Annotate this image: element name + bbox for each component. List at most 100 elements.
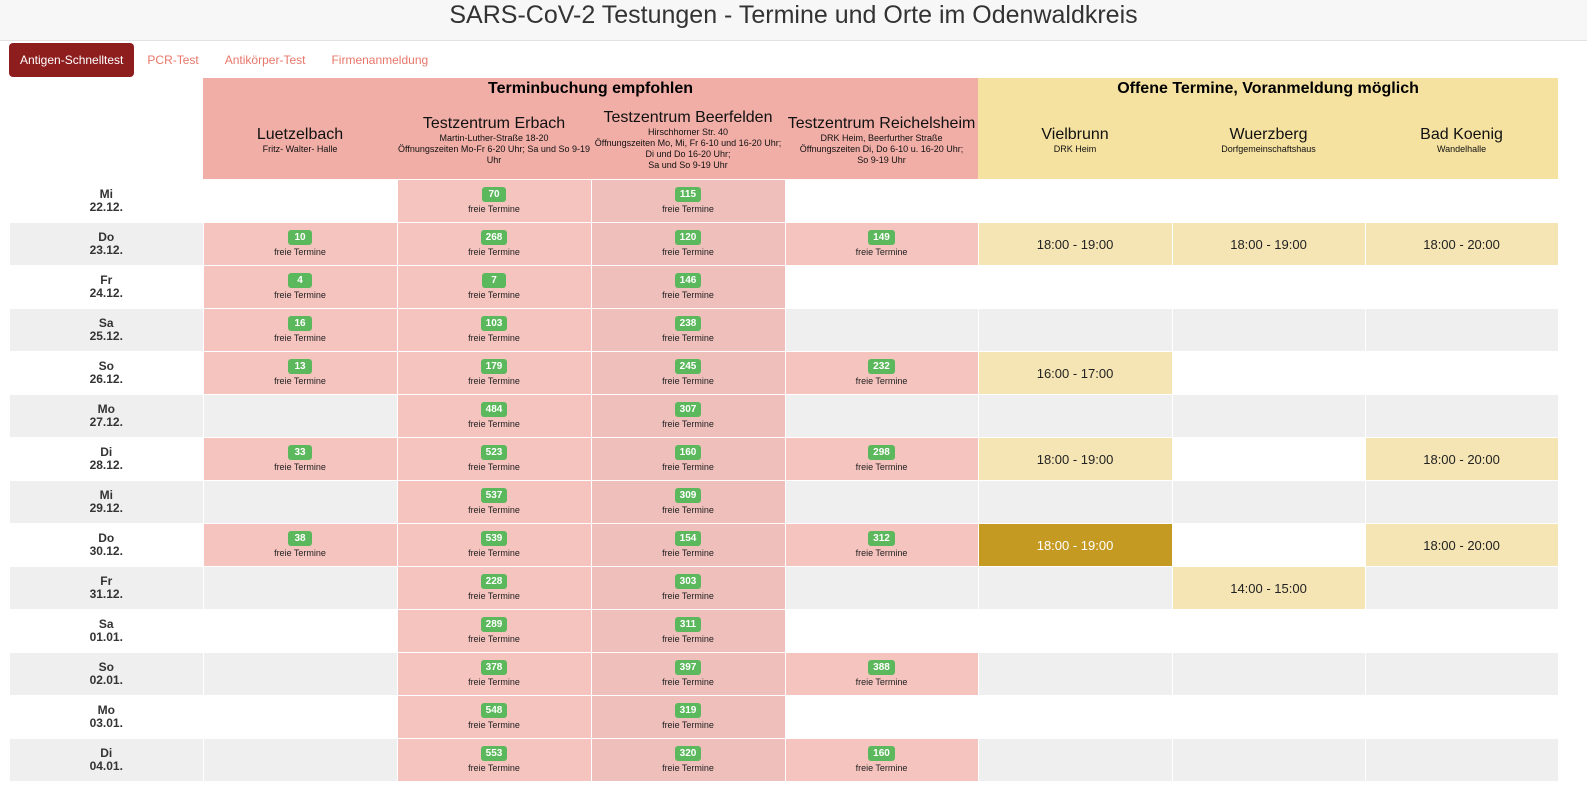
free-slots-cell[interactable]: 179 freie Termine: [397, 351, 592, 395]
free-slots-badge[interactable]: 388: [868, 660, 895, 675]
open-slot-time[interactable]: 18:00 - 19:00: [1036, 451, 1114, 467]
open-slot-cell[interactable]: 18:00 - 19:00: [978, 437, 1173, 481]
free-slots-badge[interactable]: 320: [674, 746, 702, 761]
free-slots-badge[interactable]: 548: [480, 703, 508, 718]
free-slots-badge[interactable]: 10: [288, 230, 312, 245]
free-slots-badge[interactable]: 537: [480, 488, 508, 503]
free-slots-cell[interactable]: 33 freie Termine: [203, 437, 398, 481]
free-slots-badge[interactable]: 311: [674, 617, 702, 632]
free-slots-badge[interactable]: 319: [674, 703, 702, 718]
free-slots-cell[interactable]: 10 freie Termine: [203, 222, 398, 266]
free-slots-cell[interactable]: 289 freie Termine: [397, 609, 592, 653]
free-slots-badge[interactable]: 16: [288, 316, 312, 331]
free-slots-badge[interactable]: 160: [868, 746, 895, 761]
free-slots-badge[interactable]: 397: [674, 660, 702, 675]
free-slots-cell[interactable]: 268 freie Termine: [397, 222, 592, 266]
free-slots-badge[interactable]: 268: [480, 230, 508, 245]
open-slot-time[interactable]: 18:00 - 20:00: [1423, 537, 1500, 553]
free-slots-cell[interactable]: 388 freie Termine: [785, 652, 979, 696]
free-slots-cell[interactable]: 311 freie Termine: [591, 609, 786, 653]
free-slots-badge[interactable]: 146: [674, 273, 702, 288]
open-slot-cell[interactable]: 18:00 - 20:00: [1365, 222, 1559, 266]
free-slots-cell[interactable]: 160 freie Termine: [785, 738, 979, 781]
free-slots-cell[interactable]: 245 freie Termine: [591, 351, 786, 395]
free-slots-cell[interactable]: 16 freie Termine: [203, 308, 398, 352]
free-slots-badge[interactable]: 7: [482, 273, 506, 288]
free-slots-cell[interactable]: 307 freie Termine: [591, 394, 786, 438]
free-slots-cell[interactable]: 378 freie Termine: [397, 652, 592, 696]
open-slot-time[interactable]: 18:00 - 19:00: [1036, 236, 1114, 252]
free-slots-badge[interactable]: 33: [288, 445, 312, 460]
free-slots-badge[interactable]: 228: [480, 574, 508, 589]
free-slots-cell[interactable]: 146 freie Termine: [591, 265, 786, 309]
free-slots-cell[interactable]: 160 freie Termine: [591, 437, 786, 481]
open-slot-time[interactable]: 16:00 - 17:00: [1036, 365, 1114, 381]
tab-firmenanmeldung[interactable]: Firmenanmeldung: [331, 53, 429, 67]
free-slots-cell[interactable]: 115 freie Termine: [591, 179, 786, 223]
free-slots-badge[interactable]: 523: [480, 445, 508, 460]
open-slot-cell[interactable]: 14:00 - 15:00: [1172, 566, 1366, 610]
free-slots-badge[interactable]: 179: [480, 359, 508, 374]
free-slots-badge[interactable]: 539: [480, 531, 508, 546]
free-slots-cell[interactable]: 70 freie Termine: [397, 179, 592, 223]
free-slots-cell[interactable]: 154 freie Termine: [591, 523, 786, 567]
free-slots-badge[interactable]: 115: [674, 187, 702, 202]
open-slot-time[interactable]: 18:00 - 19:00: [1036, 537, 1114, 553]
open-slot-time[interactable]: 18:00 - 20:00: [1423, 236, 1500, 252]
free-slots-badge[interactable]: 149: [868, 230, 895, 245]
tab-antigen-schnelltest[interactable]: Antigen-Schnelltest: [9, 43, 135, 77]
free-slots-badge[interactable]: 232: [868, 359, 895, 374]
open-slot-time[interactable]: 14:00 - 15:00: [1230, 580, 1307, 596]
free-slots-cell[interactable]: 103 freie Termine: [397, 308, 592, 352]
free-slots-badge[interactable]: 245: [674, 359, 702, 374]
free-slots-badge[interactable]: 298: [868, 445, 895, 460]
free-slots-cell[interactable]: 309 freie Termine: [591, 480, 786, 524]
free-slots-badge[interactable]: 38: [288, 531, 312, 546]
free-slots-badge[interactable]: 309: [674, 488, 702, 503]
free-slots-badge[interactable]: 120: [674, 230, 702, 245]
free-slots-badge[interactable]: 307: [674, 402, 702, 417]
free-slots-badge[interactable]: 160: [674, 445, 702, 460]
free-slots-badge[interactable]: 154: [674, 531, 702, 546]
free-slots-cell[interactable]: 484 freie Termine: [397, 394, 592, 438]
tab-pcr-test[interactable]: PCR-Test: [147, 53, 199, 67]
free-slots-cell[interactable]: 7 freie Termine: [397, 265, 592, 309]
free-slots-cell[interactable]: 149 freie Termine: [785, 222, 979, 266]
free-slots-cell[interactable]: 319 freie Termine: [591, 695, 786, 739]
free-slots-badge[interactable]: 289: [480, 617, 508, 632]
free-slots-cell[interactable]: 228 freie Termine: [397, 566, 592, 610]
free-slots-cell[interactable]: 312 freie Termine: [785, 523, 979, 567]
free-slots-cell[interactable]: 298 freie Termine: [785, 437, 979, 481]
free-slots-cell[interactable]: 4 freie Termine: [203, 265, 398, 309]
free-slots-cell[interactable]: 539 freie Termine: [397, 523, 592, 567]
free-slots-badge[interactable]: 303: [674, 574, 702, 589]
free-slots-cell[interactable]: 38 freie Termine: [203, 523, 398, 567]
free-slots-cell[interactable]: 13 freie Termine: [203, 351, 398, 395]
open-slot-time[interactable]: 18:00 - 20:00: [1423, 451, 1500, 467]
open-slot-cell[interactable]: 18:00 - 19:00: [1172, 222, 1366, 266]
free-slots-badge[interactable]: 378: [480, 660, 508, 675]
free-slots-badge[interactable]: 13: [288, 359, 312, 374]
tab-antik-rper-test[interactable]: Antikörper-Test: [224, 53, 306, 67]
free-slots-cell[interactable]: 537 freie Termine: [397, 480, 592, 524]
free-slots-cell[interactable]: 232 freie Termine: [785, 351, 979, 395]
open-slot-cell[interactable]: 16:00 - 17:00: [978, 351, 1173, 395]
free-slots-cell[interactable]: 120 freie Termine: [591, 222, 786, 266]
open-slot-cell[interactable]: 18:00 - 20:00: [1365, 523, 1559, 567]
free-slots-badge[interactable]: 238: [674, 316, 702, 331]
open-slot-cell[interactable]: 18:00 - 20:00: [1365, 437, 1559, 481]
free-slots-badge[interactable]: 103: [480, 316, 508, 331]
free-slots-cell[interactable]: 548 freie Termine: [397, 695, 592, 739]
free-slots-badge[interactable]: 4: [288, 273, 312, 288]
free-slots-cell[interactable]: 238 freie Termine: [591, 308, 786, 352]
free-slots-badge[interactable]: 312: [868, 531, 895, 546]
free-slots-cell[interactable]: 303 freie Termine: [591, 566, 786, 610]
free-slots-badge[interactable]: 70: [482, 187, 506, 202]
open-slot-cell[interactable]: 18:00 - 19:00: [978, 222, 1173, 266]
free-slots-cell[interactable]: 553 freie Termine: [397, 738, 592, 781]
free-slots-cell[interactable]: 523 freie Termine: [397, 437, 592, 481]
free-slots-badge[interactable]: 484: [480, 402, 508, 417]
free-slots-badge[interactable]: 553: [480, 746, 508, 761]
open-slot-time[interactable]: 18:00 - 19:00: [1230, 236, 1307, 252]
free-slots-cell[interactable]: 397 freie Termine: [591, 652, 786, 696]
